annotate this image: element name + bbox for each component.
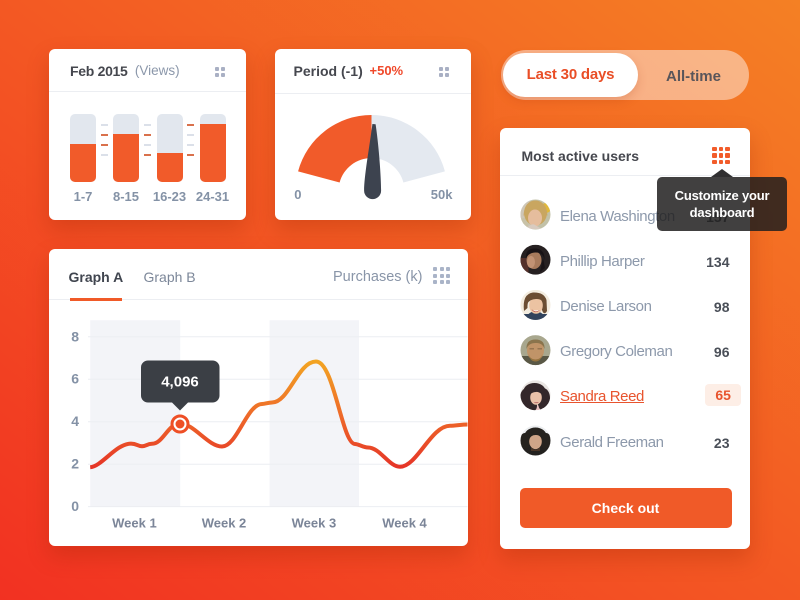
svg-text:6: 6 xyxy=(71,371,79,387)
svg-text:Week 3: Week 3 xyxy=(292,516,337,531)
svg-text:Week 2: Week 2 xyxy=(202,516,247,531)
svg-text:8: 8 xyxy=(71,328,79,344)
svg-text:0: 0 xyxy=(71,498,79,514)
svg-text:4,096: 4,096 xyxy=(161,374,199,391)
svg-text:2: 2 xyxy=(71,456,79,472)
svg-text:50k: 50k xyxy=(431,187,453,202)
svg-text:Week 1: Week 1 xyxy=(112,516,157,531)
svg-text:Week 4: Week 4 xyxy=(382,516,427,531)
svg-text:4: 4 xyxy=(71,413,79,429)
svg-text:0: 0 xyxy=(294,187,301,202)
